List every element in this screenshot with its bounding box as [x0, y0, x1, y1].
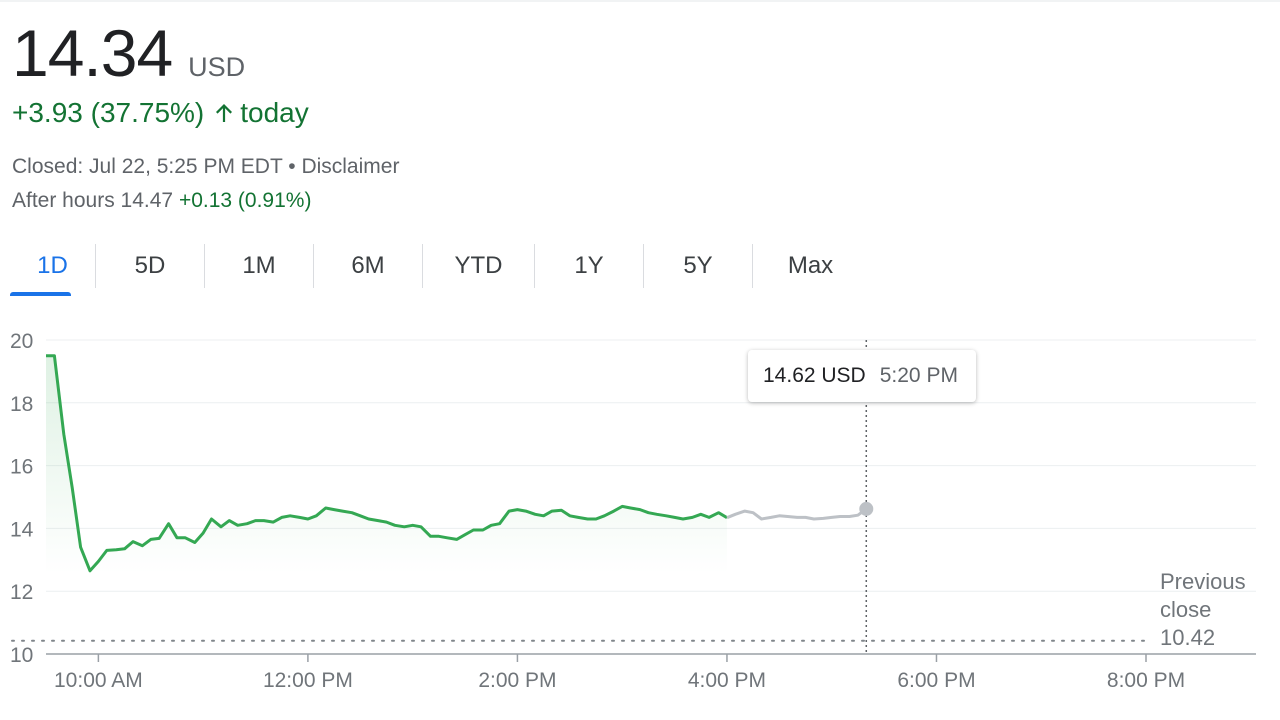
daily-change: +3.93 (37.75%) today	[12, 97, 309, 129]
hover-point	[859, 501, 874, 516]
tab-6m[interactable]: 6M	[314, 244, 423, 288]
y-tick-label: 20	[10, 330, 33, 353]
change-period: today	[240, 97, 309, 128]
tooltip-time: 5:20 PM	[879, 364, 958, 387]
tooltip-value: 14.62 USD	[763, 364, 866, 387]
tab-label: 1D	[37, 252, 68, 279]
tab-1y[interactable]: 1Y	[535, 244, 644, 288]
after-hours-quote: After hours 14.47 +0.13 (0.91%)	[12, 189, 311, 213]
tab-5y[interactable]: 5Y	[644, 244, 753, 288]
tab-label: 1Y	[574, 252, 604, 279]
x-tick-label: 10:00 AM	[54, 669, 143, 692]
y-tick-label: 18	[10, 393, 33, 416]
tab-label: YTD	[454, 252, 503, 279]
previous-close-text-line2: close	[1160, 597, 1212, 622]
disclaimer-link[interactable]: Disclaimer	[301, 155, 400, 178]
arrow-up-icon	[214, 102, 234, 124]
hover-tooltip: 14.62 USD 5:20 PM	[748, 350, 976, 402]
tab-5d[interactable]: 5D	[96, 244, 205, 288]
previous-close-value: 10.42	[1160, 625, 1216, 650]
separator-dot: •	[282, 155, 302, 178]
tab-label: 1M	[242, 252, 276, 279]
price-header: 14.34 USD	[12, 14, 245, 92]
series-line-after-hours	[726, 507, 868, 521]
tab-label: 6M	[351, 252, 385, 279]
price-chart[interactable]: 20 18 16 14 12 10 10:00 AM 12:00 PM 2:00 PM 4:00 …	[0, 320, 1280, 720]
currency-label: USD	[188, 52, 246, 82]
range-tabs: 1D 5D 1M 6M YTD 1Y 5Y Max	[10, 244, 868, 296]
after-hours-price: After hours 14.47	[12, 189, 174, 212]
tab-label: Max	[787, 252, 834, 279]
x-tick-label: 2:00 PM	[478, 669, 556, 692]
closed-time: Closed: Jul 22, 5:25 PM EDT	[12, 155, 283, 178]
y-tick-label: 12	[10, 581, 33, 604]
x-tick-label: 4:00 PM	[688, 669, 766, 692]
top-divider	[0, 0, 1280, 2]
tab-label: 5D	[134, 252, 166, 279]
tab-ytd[interactable]: YTD	[423, 244, 535, 288]
tab-1d[interactable]: 1D	[10, 244, 96, 296]
market-status: Closed: Jul 22, 5:25 PM EDT • Disclaimer	[12, 155, 399, 179]
previous-close-text-line1: Previous	[1160, 569, 1246, 594]
x-tick-label: 6:00 PM	[897, 669, 975, 692]
tab-max[interactable]: Max	[753, 244, 868, 288]
x-tick-label: 12:00 PM	[263, 669, 353, 692]
y-tick-label: 16	[10, 456, 33, 479]
previous-close-label: Previous close 10.42	[1160, 568, 1246, 652]
change-value: +3.93 (37.75%)	[12, 97, 205, 128]
x-tick-label: 8:00 PM	[1107, 669, 1185, 692]
tab-1m[interactable]: 1M	[205, 244, 314, 288]
tab-label: 5Y	[683, 252, 713, 279]
current-price: 14.34	[12, 16, 173, 90]
series-line-regular-session	[46, 354, 728, 573]
y-tick-label: 10	[10, 644, 33, 667]
after-hours-change: +0.13 (0.91%)	[178, 189, 312, 212]
active-tab-indicator	[10, 292, 71, 296]
y-tick-label: 14	[10, 518, 34, 541]
area-fill	[46, 355, 727, 574]
